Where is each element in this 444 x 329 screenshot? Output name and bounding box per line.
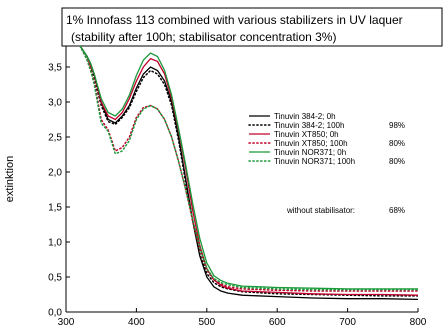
x-tick-label: 300 xyxy=(58,317,75,328)
y-tick-label: 0,0 xyxy=(48,308,62,319)
series-line-2 xyxy=(79,46,418,297)
legend-label: Tinuvin XT850; 0h xyxy=(274,130,339,139)
x-tick-label: 500 xyxy=(198,317,215,328)
legend-percent: 80% xyxy=(389,157,405,166)
title-box xyxy=(61,7,443,47)
y-ticks: 0,0 0,5 1,0 1,5 2,0 2,5 3,0 3,5 xyxy=(48,63,70,319)
legend-percent: 80% xyxy=(389,139,405,148)
y-tick-label: 1,0 xyxy=(48,238,62,249)
x-tick-label: 700 xyxy=(339,317,356,328)
annotation-label: without stabilisator: xyxy=(286,206,355,215)
series-line-6 xyxy=(79,46,418,291)
series-line-3 xyxy=(79,46,418,296)
x-tick-label: 800 xyxy=(410,317,427,328)
x-ticks: 300 400 500 600 700 800 xyxy=(58,308,427,328)
chart-title-line-2: (stability after 100h; stabilisator conc… xyxy=(71,30,336,44)
legend-label: Tinuvin XT850; 100h xyxy=(274,139,348,148)
y-tick-label: 1,5 xyxy=(48,203,62,214)
y-axis-label: extinktion xyxy=(4,156,16,202)
y-tick-label: 3,5 xyxy=(48,63,62,74)
y-tick-label: 2,5 xyxy=(48,133,62,144)
chart-title-line-1: 1% Innofass 113 combined with various st… xyxy=(66,13,403,27)
legend-label: Tinuvin NOR371; 100h xyxy=(274,157,355,166)
legend-percent: 98% xyxy=(389,121,405,130)
series-line-5 xyxy=(79,46,418,290)
y-tick-label: 0,5 xyxy=(48,273,62,284)
legend-label: Tinuvin 384-2; 100h xyxy=(274,121,344,130)
y-tick-label: 3,0 xyxy=(48,98,62,109)
x-tick-label: 400 xyxy=(128,317,145,328)
annotation-value: 68% xyxy=(389,206,405,215)
series-lines xyxy=(79,46,418,301)
legend-label: Tinuvin 384-2; 0h xyxy=(274,112,336,121)
legend-label: Tinuvin NOR371; 0h xyxy=(274,148,346,157)
y-tick-label: 2,0 xyxy=(48,168,62,179)
x-tick-label: 600 xyxy=(269,317,286,328)
